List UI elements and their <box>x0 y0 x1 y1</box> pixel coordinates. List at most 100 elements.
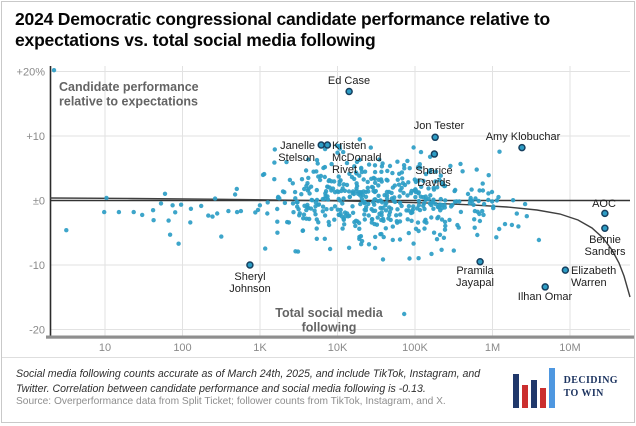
data-point <box>416 203 422 208</box>
labeled-points-layer: Ed Case Jon Tester Amy Klobuchar JanelleSte… <box>229 75 626 303</box>
data-point <box>341 182 346 187</box>
data-point <box>301 212 307 217</box>
data-point <box>447 217 452 223</box>
data-point <box>379 212 384 218</box>
point-label: Sanders <box>585 246 626 258</box>
data-point <box>340 226 345 231</box>
data-point <box>394 213 399 218</box>
data-point <box>151 218 156 223</box>
data-point <box>234 186 239 192</box>
data-point <box>439 206 445 211</box>
data-point <box>382 193 387 198</box>
data-point <box>291 210 296 215</box>
data-point <box>404 208 409 213</box>
data-point <box>293 196 298 201</box>
data-point <box>353 223 358 229</box>
data-point <box>363 189 369 195</box>
data-point <box>359 165 364 171</box>
data-point <box>314 197 320 203</box>
data-point <box>327 178 332 183</box>
chart-footer: Social media following counts accurate a… <box>2 357 634 422</box>
data-point <box>390 237 395 243</box>
data-point <box>364 205 369 210</box>
data-point <box>347 213 352 218</box>
data-point <box>509 222 515 228</box>
data-point <box>282 190 287 195</box>
data-point <box>486 197 491 203</box>
data-point <box>422 226 427 231</box>
data-point <box>362 217 367 222</box>
data-point <box>491 205 496 211</box>
data-point <box>326 219 331 225</box>
data-point <box>381 234 386 240</box>
data-point <box>131 209 136 215</box>
data-point <box>295 204 300 209</box>
logo-bar-chart-icon <box>512 366 555 408</box>
data-point <box>408 191 414 196</box>
data-point <box>428 168 433 173</box>
data-point <box>366 162 372 167</box>
data-point <box>322 174 327 180</box>
y-tick-label: -20 <box>29 325 45 337</box>
data-point <box>366 213 371 218</box>
data-point <box>431 230 437 235</box>
data-point <box>390 170 395 176</box>
data-point <box>436 205 441 210</box>
data-point <box>346 245 352 250</box>
data-point <box>314 236 319 241</box>
data-point <box>490 199 495 204</box>
x-tick-label: 1M <box>485 342 500 354</box>
data-point <box>400 176 405 181</box>
data-point <box>411 241 416 246</box>
point-label: Ed Case <box>328 75 370 87</box>
data-point <box>350 204 355 209</box>
data-point <box>320 209 325 214</box>
data-point <box>480 208 485 214</box>
data-point <box>322 236 327 241</box>
data-point <box>316 202 322 207</box>
data-point <box>307 191 312 196</box>
data-point <box>431 187 437 192</box>
data-point <box>368 145 373 150</box>
data-point <box>366 201 371 207</box>
labeled-point-jon-tester: Jon Tester <box>414 120 465 142</box>
data-point <box>372 245 378 251</box>
labeled-point-amy-klobuchar: Amy Klobuchar <box>486 131 561 152</box>
data-point <box>337 179 342 184</box>
data-point <box>439 202 444 208</box>
data-point <box>416 256 421 261</box>
data-point <box>497 149 502 154</box>
data-point <box>475 209 480 214</box>
data-point <box>334 143 340 148</box>
data-point <box>448 163 453 169</box>
data-point <box>287 177 293 183</box>
data-point <box>389 190 394 196</box>
axis-annotation: following <box>302 321 357 335</box>
data-point <box>475 232 480 238</box>
data-point <box>325 194 330 199</box>
data-point <box>352 176 357 182</box>
x-tick-label: 1K <box>253 342 267 354</box>
data-point <box>405 217 410 222</box>
data-point <box>407 166 412 171</box>
data-point <box>335 150 340 155</box>
data-point <box>356 220 362 226</box>
data-point <box>380 257 386 262</box>
data-point <box>275 206 280 212</box>
data-point <box>380 161 385 166</box>
data-point <box>116 209 122 215</box>
data-point <box>438 173 443 178</box>
data-point <box>158 201 164 206</box>
data-point <box>306 205 311 211</box>
data-point <box>303 168 309 173</box>
point-label: Ilhan Omar <box>518 291 573 303</box>
data-point <box>352 219 357 225</box>
data-point <box>150 208 156 213</box>
data-point <box>332 204 338 209</box>
data-point <box>514 211 519 216</box>
data-point <box>385 178 390 183</box>
data-point <box>353 170 359 175</box>
